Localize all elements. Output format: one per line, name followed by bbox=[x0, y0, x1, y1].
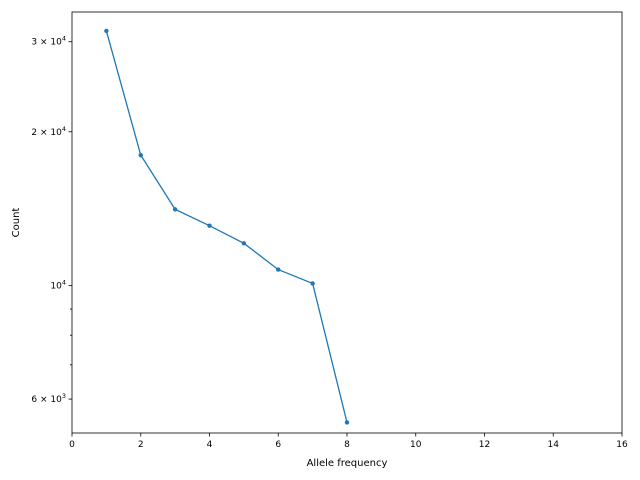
x-tick-label: 14 bbox=[548, 440, 560, 450]
x-tick-label: 0 bbox=[69, 440, 75, 450]
x-tick-label: 12 bbox=[479, 440, 490, 450]
data-point bbox=[138, 152, 143, 158]
x-tick-label: 4 bbox=[207, 440, 213, 450]
x-tick-label: 2 bbox=[138, 440, 144, 450]
y-tick-exponent: 4 bbox=[62, 35, 66, 43]
data-point bbox=[172, 207, 178, 212]
plot-frame bbox=[71, 11, 623, 434]
x-tick-label: 10 bbox=[410, 440, 422, 450]
data-point bbox=[310, 281, 315, 286]
plot-series bbox=[104, 28, 350, 425]
x-axis-label: Allele frequency bbox=[307, 458, 388, 469]
y-tick-label: 6 × 103 bbox=[31, 392, 66, 405]
y-tick-label: 2 × 104 bbox=[31, 125, 66, 138]
data-point bbox=[276, 267, 281, 272]
y-tick-base: 6 × 10 bbox=[31, 395, 62, 405]
x-tick-label: 16 bbox=[616, 440, 628, 450]
x-tick-label: 8 bbox=[344, 440, 350, 450]
y-tick-base: 2 × 10 bbox=[31, 128, 62, 138]
y-tick-exponent: 3 bbox=[62, 392, 66, 400]
data-point bbox=[104, 28, 109, 34]
y-tick-base: 3 × 10 bbox=[31, 38, 62, 48]
y-axis-label: Count bbox=[11, 208, 22, 238]
y-tick-label: 104 bbox=[50, 279, 66, 292]
data-point bbox=[207, 223, 212, 228]
series-line bbox=[105, 30, 348, 423]
y-tick-label: 3 × 104 bbox=[31, 35, 66, 48]
x-axis: 0 2 4 6 8 10 12 14 16 bbox=[69, 433, 628, 450]
y-tick-base: 10 bbox=[50, 282, 62, 292]
y-tick-exponent: 4 bbox=[62, 125, 66, 133]
x-tick-label: 6 bbox=[275, 440, 281, 450]
data-point bbox=[344, 420, 350, 425]
y-tick-exponent: 4 bbox=[62, 279, 66, 287]
data-point bbox=[241, 241, 247, 246]
